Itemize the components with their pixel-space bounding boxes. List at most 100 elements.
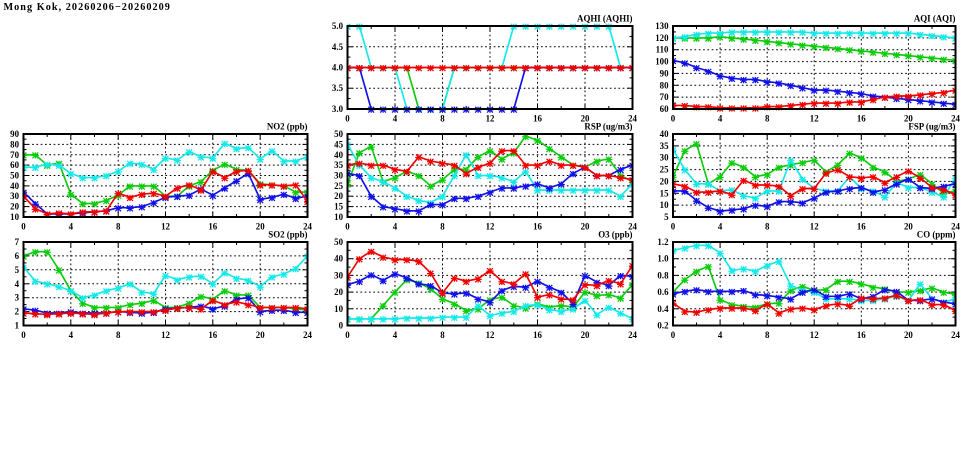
svg-text:4: 4 <box>718 113 723 123</box>
svg-text:40: 40 <box>334 150 343 160</box>
svg-text:20: 20 <box>581 330 590 340</box>
svg-text:5: 5 <box>15 265 20 275</box>
svg-text:20: 20 <box>334 287 343 297</box>
svg-text:Mong Kok, 20260206−20260209: Mong Kok, 20260206−20260209 <box>4 2 171 13</box>
svg-text:4.5: 4.5 <box>332 42 344 52</box>
svg-text:12: 12 <box>486 113 495 123</box>
svg-text:12: 12 <box>161 330 170 340</box>
svg-text:8: 8 <box>440 113 445 123</box>
svg-text:4: 4 <box>393 221 398 231</box>
svg-text:12: 12 <box>161 221 170 231</box>
svg-text:90: 90 <box>10 129 19 139</box>
svg-text:60: 60 <box>660 104 669 114</box>
svg-text:40: 40 <box>334 254 343 264</box>
svg-text:4: 4 <box>393 113 398 123</box>
svg-text:110: 110 <box>656 45 669 55</box>
svg-text:0: 0 <box>671 330 676 340</box>
svg-text:0: 0 <box>671 221 676 231</box>
svg-text:10: 10 <box>660 200 669 210</box>
svg-text:90: 90 <box>660 68 669 78</box>
svg-text:25: 25 <box>660 165 669 175</box>
svg-text:30: 30 <box>334 171 343 181</box>
svg-text:8: 8 <box>116 221 121 231</box>
svg-text:7: 7 <box>15 237 20 247</box>
svg-text:6: 6 <box>15 251 20 261</box>
svg-text:20: 20 <box>10 202 19 212</box>
svg-text:25: 25 <box>334 181 343 191</box>
svg-text:8: 8 <box>765 113 770 123</box>
svg-text:4: 4 <box>393 330 398 340</box>
svg-text:0: 0 <box>671 113 676 123</box>
svg-text:10: 10 <box>10 212 19 222</box>
svg-text:3: 3 <box>15 293 20 303</box>
svg-text:5: 5 <box>664 212 669 222</box>
svg-text:0.2: 0.2 <box>657 321 669 331</box>
svg-text:4: 4 <box>69 221 74 231</box>
svg-text:20: 20 <box>581 113 590 123</box>
svg-text:60: 60 <box>10 160 19 170</box>
svg-text:15: 15 <box>660 188 669 198</box>
svg-text:1: 1 <box>15 321 19 331</box>
svg-text:16: 16 <box>208 221 217 231</box>
svg-text:70: 70 <box>10 150 19 160</box>
svg-text:RSP (ug/m3): RSP (ug/m3) <box>584 122 632 132</box>
svg-text:16: 16 <box>533 330 542 340</box>
svg-text:1.2: 1.2 <box>657 237 669 247</box>
svg-text:AQHI (AQHI): AQHI (AQHI) <box>577 14 633 24</box>
svg-text:24: 24 <box>628 221 637 231</box>
svg-text:15: 15 <box>334 202 343 212</box>
svg-text:20: 20 <box>334 191 343 201</box>
svg-text:16: 16 <box>533 221 542 231</box>
svg-text:30: 30 <box>660 153 669 163</box>
svg-text:16: 16 <box>857 113 866 123</box>
svg-text:16: 16 <box>857 221 866 231</box>
svg-text:8: 8 <box>765 221 770 231</box>
svg-text:8: 8 <box>440 221 445 231</box>
svg-text:4: 4 <box>718 330 723 340</box>
svg-text:20: 20 <box>256 330 265 340</box>
svg-text:10: 10 <box>334 212 343 222</box>
svg-text:45: 45 <box>334 139 343 149</box>
svg-text:24: 24 <box>303 330 312 340</box>
svg-text:20: 20 <box>581 221 590 231</box>
svg-text:2: 2 <box>15 307 20 317</box>
svg-text:50: 50 <box>334 129 343 139</box>
svg-text:8: 8 <box>765 330 770 340</box>
svg-text:3.0: 3.0 <box>332 104 344 114</box>
svg-text:50: 50 <box>334 237 343 247</box>
svg-text:0: 0 <box>339 321 344 331</box>
svg-text:80: 80 <box>10 139 19 149</box>
svg-text:24: 24 <box>951 221 960 231</box>
svg-text:4: 4 <box>69 330 74 340</box>
svg-text:5.0: 5.0 <box>332 21 344 31</box>
svg-text:35: 35 <box>334 160 343 170</box>
svg-text:FSP (ug/m3): FSP (ug/m3) <box>908 122 955 132</box>
svg-text:4: 4 <box>718 221 723 231</box>
svg-text:16: 16 <box>208 330 217 340</box>
svg-text:30: 30 <box>334 270 343 280</box>
svg-text:20: 20 <box>904 221 913 231</box>
svg-text:12: 12 <box>486 330 495 340</box>
svg-text:50: 50 <box>10 171 19 181</box>
svg-text:12: 12 <box>810 221 819 231</box>
svg-text:SO2 (ppb): SO2 (ppb) <box>268 230 307 240</box>
svg-text:24: 24 <box>951 113 960 123</box>
svg-text:24: 24 <box>628 113 637 123</box>
svg-text:0: 0 <box>21 330 26 340</box>
svg-text:8: 8 <box>116 330 121 340</box>
svg-text:1.0: 1.0 <box>657 254 669 264</box>
svg-text:3.5: 3.5 <box>332 83 344 93</box>
svg-text:12: 12 <box>810 113 819 123</box>
svg-text:40: 40 <box>660 129 669 139</box>
svg-text:40: 40 <box>10 181 19 191</box>
svg-text:O3 (ppb): O3 (ppb) <box>598 230 632 240</box>
svg-text:24: 24 <box>303 221 312 231</box>
svg-text:0.8: 0.8 <box>657 270 669 280</box>
svg-text:20: 20 <box>904 113 913 123</box>
svg-text:NO2 (ppb): NO2 (ppb) <box>267 122 308 132</box>
svg-text:0: 0 <box>345 221 350 231</box>
svg-text:24: 24 <box>951 330 960 340</box>
svg-text:0.6: 0.6 <box>657 287 669 297</box>
svg-text:AQI (AQI): AQI (AQI) <box>914 14 956 24</box>
svg-text:30: 30 <box>10 191 19 201</box>
